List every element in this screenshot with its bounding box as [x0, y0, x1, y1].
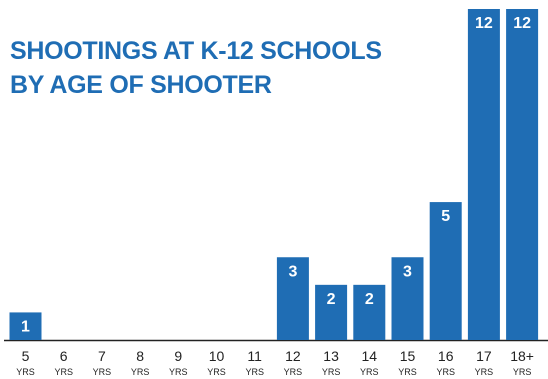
x-tick-unit-12: YRS [284, 367, 303, 377]
data-label-age-12: 3 [288, 263, 297, 280]
bar-age-16 [429, 202, 462, 340]
x-tick-label-17: 17 [476, 348, 492, 364]
x-tick-unit-13: YRS [322, 367, 341, 377]
x-tick-unit-16: YRS [436, 367, 455, 377]
x-tick-unit-8: YRS [131, 367, 150, 377]
x-tick-unit-5: YRS [16, 367, 35, 377]
data-label-age-17: 12 [475, 15, 493, 32]
x-tick-unit-6: YRS [54, 367, 73, 377]
x-tick-unit-7: YRS [93, 367, 112, 377]
data-label-age-13: 2 [327, 291, 336, 308]
x-tick-label-18+: 18+ [510, 348, 534, 364]
x-tick-unit-11: YRS [245, 367, 264, 377]
x-tick-label-15: 15 [400, 348, 416, 364]
x-tick-unit-9: YRS [169, 367, 188, 377]
x-tick-label-11: 11 [247, 348, 262, 364]
bar-age-12 [276, 257, 309, 340]
bar-age-13 [315, 284, 348, 340]
x-tick-label-14: 14 [362, 348, 378, 364]
data-label-age-18+: 12 [513, 15, 531, 32]
bar-age-18+ [506, 9, 539, 340]
x-tick-label-8: 8 [136, 348, 144, 364]
x-tick-label-6: 6 [60, 348, 68, 364]
x-tick-unit-15: YRS [398, 367, 417, 377]
bar-age-15 [391, 257, 424, 340]
data-label-age-16: 5 [441, 208, 450, 225]
x-tick-label-9: 9 [174, 348, 182, 364]
x-tick-unit-10: YRS [207, 367, 226, 377]
chart-title-line-2: BY AGE OF SHOOTER [10, 71, 272, 99]
x-tick-label-10: 10 [209, 348, 225, 364]
chart-title: SHOOTINGS AT K-12 SCHOOLS BY AGE OF SHOO… [10, 34, 390, 102]
chart-title-line-1: SHOOTINGS AT K-12 SCHOOLS [10, 37, 382, 65]
x-tick-unit-17: YRS [475, 367, 494, 377]
bar-age-14 [353, 284, 386, 340]
x-tick-label-13: 13 [323, 348, 339, 364]
x-tick-label-12: 12 [285, 348, 301, 364]
data-label-age-14: 2 [365, 291, 374, 308]
data-label-age-5: 1 [21, 318, 30, 335]
data-label-age-15: 3 [403, 263, 412, 280]
x-tick-unit-14: YRS [360, 367, 379, 377]
x-tick-label-16: 16 [438, 348, 454, 364]
x-tick-label-5: 5 [22, 348, 30, 364]
bar-age-17 [467, 9, 500, 340]
x-tick-unit-18+: YRS [513, 367, 532, 377]
x-tick-label-7: 7 [98, 348, 106, 364]
bar-age-5 [9, 312, 42, 340]
